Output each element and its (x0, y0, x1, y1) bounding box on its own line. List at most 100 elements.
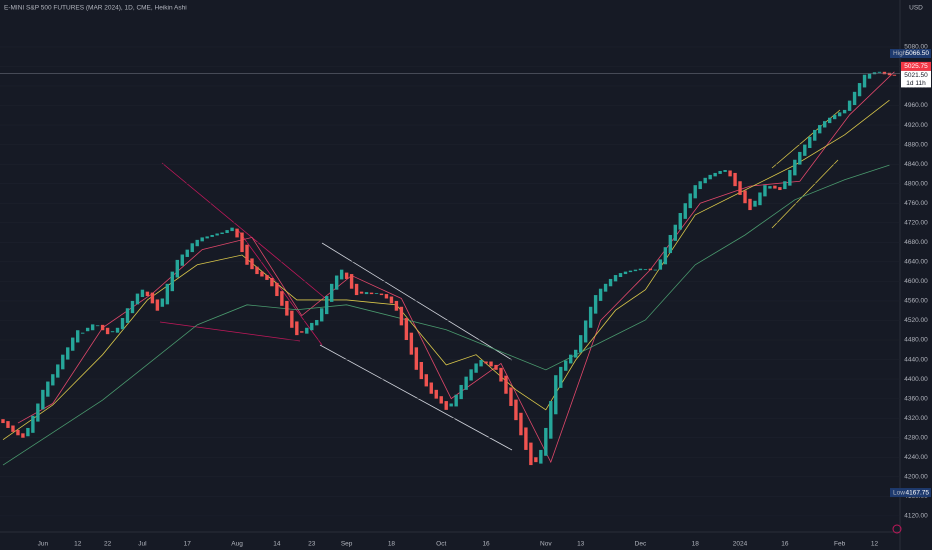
candle-body (524, 427, 528, 450)
moving-average (2, 99, 890, 440)
candle-body (280, 291, 284, 306)
candle-body (803, 144, 807, 156)
candle-body (539, 449, 543, 464)
price-label-box (901, 70, 931, 80)
y-tick-label: 4480.00 (904, 337, 928, 344)
candle-body (663, 247, 668, 265)
candle-body (882, 71, 887, 75)
candle-body (683, 203, 687, 219)
candle-body (718, 170, 722, 174)
candle-body (578, 335, 583, 353)
candle-body (245, 244, 249, 265)
candle-body (165, 283, 170, 305)
candle-body (180, 254, 184, 266)
candle-body (653, 269, 658, 271)
candle-body (499, 367, 503, 382)
y-tick-label: 4200.00 (904, 474, 928, 481)
candle-body (409, 332, 414, 355)
candle-body (305, 327, 309, 334)
candle-body (668, 234, 673, 254)
trend-line (319, 344, 513, 451)
candle-body (26, 427, 30, 437)
candle-body (21, 433, 25, 438)
candle-body (623, 271, 628, 275)
trend-line (771, 159, 839, 229)
candle-body (185, 249, 189, 257)
candle-body (748, 198, 752, 211)
candle-body (698, 181, 702, 190)
candle-body (514, 399, 518, 421)
y-tick-label: 4280.00 (904, 434, 928, 441)
moving-average (2, 164, 890, 466)
candle-body (285, 300, 289, 316)
candle-body (758, 192, 762, 206)
candle-body (404, 318, 409, 341)
x-tick-label: Oct (436, 541, 446, 548)
candle-body (399, 306, 404, 326)
candle-body (773, 185, 777, 189)
candle-body (813, 129, 817, 141)
x-tick-label: 12 (871, 541, 879, 548)
candle-body (489, 361, 493, 367)
candle-body (544, 427, 548, 456)
candle-body (768, 186, 772, 189)
candle-body (334, 275, 339, 290)
candle-body (215, 233, 219, 236)
candle-body (325, 296, 329, 315)
candle-body (638, 268, 643, 271)
candle-body (95, 325, 100, 327)
y-tick-label: 4400.00 (904, 376, 928, 383)
candle-body (783, 181, 787, 190)
x-tick-label: Jun (38, 541, 49, 548)
y-tick-label: 4440.00 (904, 356, 928, 363)
candle-body (300, 331, 304, 333)
candle-body (678, 212, 682, 230)
candle-body (135, 293, 140, 305)
low-label: 4167.75 (906, 489, 930, 496)
candle-body (693, 185, 697, 199)
y-tick-label: 4720.00 (904, 219, 928, 226)
candle-body (564, 360, 568, 371)
candle-body (140, 289, 145, 298)
candle-body (444, 401, 448, 410)
candle-body (255, 266, 259, 275)
candle-body (469, 369, 473, 381)
candle-body (688, 193, 692, 209)
candle-body (753, 200, 757, 207)
y-tick-label: 4240.00 (904, 454, 928, 461)
candle-body (16, 429, 20, 436)
candle-body (628, 270, 633, 273)
candle-body (743, 190, 747, 204)
candle-body (200, 237, 204, 242)
candle-body (130, 300, 135, 314)
candle-body (329, 283, 334, 302)
x-tick-label: 22 (104, 541, 112, 548)
candle-body (593, 295, 598, 314)
candle-body (90, 324, 95, 331)
candle-body (867, 73, 872, 79)
candle-body (155, 299, 160, 311)
candle-body (479, 360, 483, 367)
candle-body (220, 232, 224, 235)
candle-body (344, 272, 349, 279)
candle-body (823, 121, 827, 128)
candle-body (120, 318, 125, 330)
candle-body (837, 112, 842, 117)
candle-body (559, 366, 563, 388)
candle-body (210, 234, 214, 237)
candle-body (195, 239, 199, 247)
candle-body (738, 181, 742, 195)
candle-body (484, 361, 488, 364)
candle-body (429, 382, 433, 394)
x-tick-label: Aug (231, 541, 243, 548)
candle-body (250, 258, 254, 270)
candle-body (424, 374, 428, 387)
candle-body (125, 308, 130, 323)
candle-body (225, 230, 229, 234)
candle-body (728, 170, 732, 177)
candle-body (339, 269, 344, 280)
candle-body (230, 227, 234, 232)
candle-body (349, 274, 354, 289)
high-name: High (893, 50, 907, 57)
y-tick-label: 4560.00 (904, 298, 928, 305)
